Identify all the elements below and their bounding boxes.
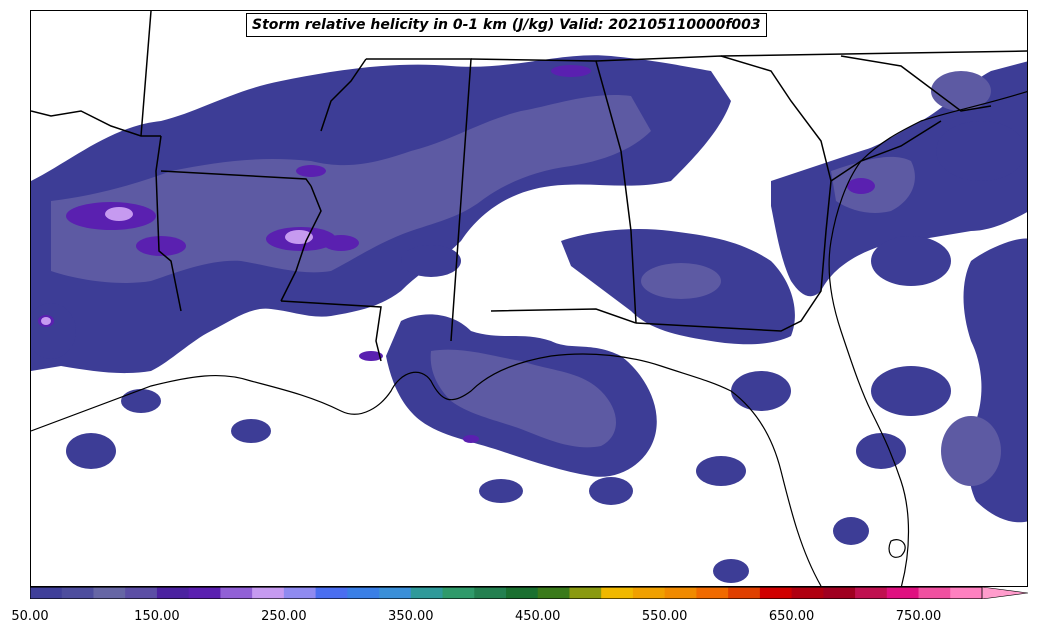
colorbar-segment <box>759 587 793 599</box>
colorbar-tick-label: 150.00 <box>134 609 180 624</box>
colorbar-segment <box>61 587 95 599</box>
colorbar-tick-label: 650.00 <box>768 609 815 624</box>
helicity-map <box>31 11 1027 586</box>
colorbar-segment <box>252 587 285 599</box>
coastlines <box>31 90 1027 586</box>
colorbar-segment <box>379 587 412 599</box>
colorbar-tick-label: 350.00 <box>388 609 434 624</box>
colorbar-segment <box>632 587 666 599</box>
map-title: Storm relative helicity in 0-1 km (J/kg)… <box>246 13 767 37</box>
colorbar-segment <box>537 587 571 599</box>
helicity-fill-peak <box>41 207 313 325</box>
colorbar-segment <box>30 587 63 599</box>
colorbar-segment <box>791 587 824 599</box>
colorbar-segment <box>601 587 634 599</box>
colorbar-tick-label: 550.00 <box>641 609 688 624</box>
colorbar-segment <box>188 587 221 599</box>
colorbar-segment <box>156 587 190 599</box>
map-panel <box>30 10 1028 587</box>
colorbar-segment <box>125 587 158 599</box>
colorbar-segment <box>918 587 951 599</box>
colorbar-tick-label: 450.00 <box>514 609 561 624</box>
colorbar-segment <box>696 587 729 599</box>
colorbar-segment <box>506 587 539 599</box>
colorbar-segment <box>347 587 380 599</box>
colorbar-segment <box>410 587 444 599</box>
state-borders <box>31 11 1027 362</box>
colorbar-segment <box>886 587 920 599</box>
colorbar-tick-label: 50.00 <box>11 609 49 624</box>
colorbar-segment <box>664 587 697 599</box>
colorbar-extend-arrow <box>981 587 1028 599</box>
colorbar-tick-label: 250.00 <box>261 609 307 624</box>
colorbar-segment <box>855 587 888 599</box>
colorbar <box>30 587 1028 599</box>
colorbar-segment <box>569 587 602 599</box>
colorbar-segment <box>950 587 983 599</box>
colorbar-segment <box>93 587 126 599</box>
colorbar-segment <box>283 587 317 599</box>
colorbar-segment <box>442 587 475 599</box>
colorbar-segment <box>315 587 348 599</box>
colorbar-outline <box>30 587 983 599</box>
colorbar-segment <box>728 587 761 599</box>
colorbar-tick-label: 750.00 <box>895 609 942 624</box>
colorbar-segment <box>474 587 507 599</box>
helicity-fill-mid <box>51 71 1001 486</box>
colorbar-segment <box>823 587 856 599</box>
colorbar-segment <box>220 587 253 599</box>
